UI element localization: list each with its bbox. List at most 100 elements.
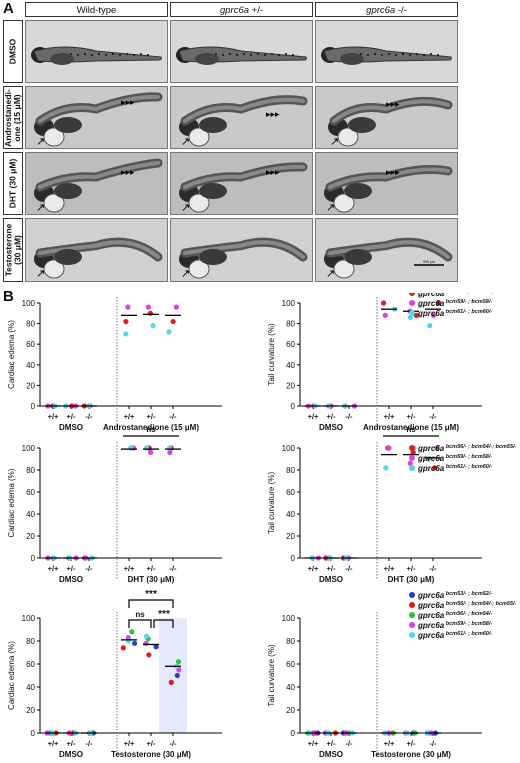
edema-arrow-icon: ↗ — [181, 202, 190, 214]
x-tick-label: +/- — [327, 739, 336, 748]
legend-entry: gprc6a bcm61/- ; bcm60/- — [417, 464, 492, 473]
x-tick-label: -/- — [169, 739, 177, 748]
x-tick-label: +/- — [147, 739, 156, 748]
y-tick-label: 60 — [26, 488, 35, 497]
significance-label: *** — [158, 609, 170, 620]
x-tick-label: +/- — [327, 564, 336, 573]
data-point — [126, 638, 132, 644]
x-tick-label: +/+ — [48, 412, 59, 421]
x-tick-label: +/+ — [384, 739, 395, 748]
row-label-androstanedione: Androstanedi-one (15 μM) — [3, 86, 23, 149]
x-tick-label: +/+ — [384, 412, 395, 421]
legend-entry: gprc6a bcm53/- ; bcm52/- — [417, 591, 492, 600]
x-tick-label: +/- — [327, 412, 336, 421]
data-point — [383, 465, 389, 471]
larva-drawing — [176, 46, 307, 65]
data-point — [431, 312, 437, 318]
larva-photo: ↗ ▸▸▸ — [315, 86, 458, 149]
x-tick-label: -/- — [429, 739, 437, 748]
data-point — [123, 331, 129, 337]
data-point — [145, 304, 152, 310]
x-tick-label: +/- — [407, 564, 416, 573]
data-point — [410, 449, 416, 455]
legend-marker — [409, 632, 415, 638]
y-tick-label: 100 — [282, 444, 296, 453]
larva-drawing: ↗ — [179, 237, 308, 280]
significance-label: ns — [135, 610, 145, 619]
y-tick-label: 40 — [26, 510, 35, 519]
legend-marker — [409, 300, 415, 306]
data-point — [129, 629, 135, 635]
x-tick-label: +/- — [67, 739, 76, 748]
y-tick-label: 80 — [26, 466, 35, 475]
larva-photo: ↗ — [170, 218, 313, 282]
y-tick-label: 80 — [286, 320, 295, 329]
legend-marker — [409, 622, 415, 628]
y-axis-label: Tail curvature (%) — [267, 472, 276, 535]
x-tick-label: -/- — [429, 412, 437, 421]
data-point — [144, 445, 150, 451]
significance-label: ns — [406, 425, 416, 434]
larva-drawing: ↗ ▸▸▸ — [34, 158, 163, 214]
x-tick-label: +/- — [67, 564, 76, 573]
column-header-heterozygous: gprc6a +/- — [170, 2, 313, 17]
legend-entry: gprc6a bcm61/- ; bcm60/- — [417, 631, 492, 640]
y-tick-label: 100 — [22, 444, 36, 453]
x-tick-label: +/+ — [384, 564, 395, 573]
y-tick-label: 80 — [286, 637, 295, 646]
y-tick-label: 60 — [286, 340, 295, 349]
column-header-wildtype: Wild-type — [25, 2, 168, 17]
data-point — [132, 640, 138, 646]
legend-marker — [409, 612, 415, 618]
chart-dht-tail — [297, 435, 482, 580]
data-point — [407, 460, 413, 466]
larva-drawing — [321, 46, 452, 65]
data-point — [427, 323, 433, 329]
panel-a-label: A — [3, 0, 14, 17]
y-tick-label: 40 — [286, 361, 295, 370]
larva-photo: ↗ ▸▸▸ — [315, 152, 458, 215]
chart-testosterone-edema — [37, 599, 222, 755]
larva-photo: ↗ ▸▸▸ — [25, 86, 168, 149]
larva-photo: ↗ ▸▸▸ — [170, 86, 313, 149]
y-tick-label: 20 — [26, 706, 35, 715]
data-point — [147, 310, 153, 316]
legend-entry: gprc6a bcm61/- ; bcm60/- — [417, 309, 492, 318]
y-axis-label: Cardiac edema (%) — [7, 320, 16, 389]
y-tick-label: 40 — [286, 510, 295, 519]
x-tick-label: +/+ — [48, 739, 59, 748]
significance-label: *** — [145, 589, 157, 600]
data-point — [167, 445, 173, 451]
data-point — [143, 633, 150, 639]
group-label: Testosterone (30 μM) — [111, 750, 191, 759]
edema-arrow-icon: ↗ — [36, 202, 45, 214]
larva-photo — [170, 20, 313, 83]
y-tick-label: 0 — [291, 402, 296, 411]
legend-entry: gprc6a bcm56/- ; bcm54/-; bcm55/- — [417, 601, 517, 610]
legend-marker — [409, 602, 415, 608]
x-tick-label: +/+ — [308, 412, 319, 421]
group-label: DMSO — [319, 575, 343, 584]
significance-bracket — [153, 619, 174, 628]
tail-arrowhead-icon: ▸▸▸ — [121, 167, 135, 177]
data-point — [386, 445, 392, 451]
legend-entry: gprc6a bcm59/- ; bcm58/- — [417, 621, 492, 630]
x-tick-label: +/- — [407, 739, 416, 748]
x-tick-label: +/- — [147, 564, 156, 573]
larva-drawing: ↗ ▸▸▸ — [328, 96, 453, 148]
panel-b-charts: 0 20 40 60 80 100 Cardiac edema (%) +/+ +/- -/- +/… — [7, 293, 517, 759]
highlight-box — [159, 618, 187, 733]
edema-arrow-icon: ↗ — [36, 268, 45, 280]
x-tick-label: +/+ — [124, 739, 135, 748]
significance-label: ns — [146, 425, 156, 434]
group-label: DHT (30 μM) — [388, 575, 435, 584]
x-tick-label: -/- — [85, 412, 93, 421]
larva-drawing — [31, 46, 162, 65]
larva-drawing: ↗ ▸▸▸ — [179, 95, 308, 148]
x-tick-label: -/- — [345, 739, 353, 748]
legend-entry: gprc6a bcm56/- ; bcm54/-; bcm55/- — [417, 293, 517, 298]
legend-marker — [409, 592, 415, 598]
row-label-testosterone: Testosterone (30 μM) — [3, 218, 23, 282]
x-tick-label: +/- — [67, 412, 76, 421]
y-axis-label: Tail curvature (%) — [267, 323, 276, 386]
